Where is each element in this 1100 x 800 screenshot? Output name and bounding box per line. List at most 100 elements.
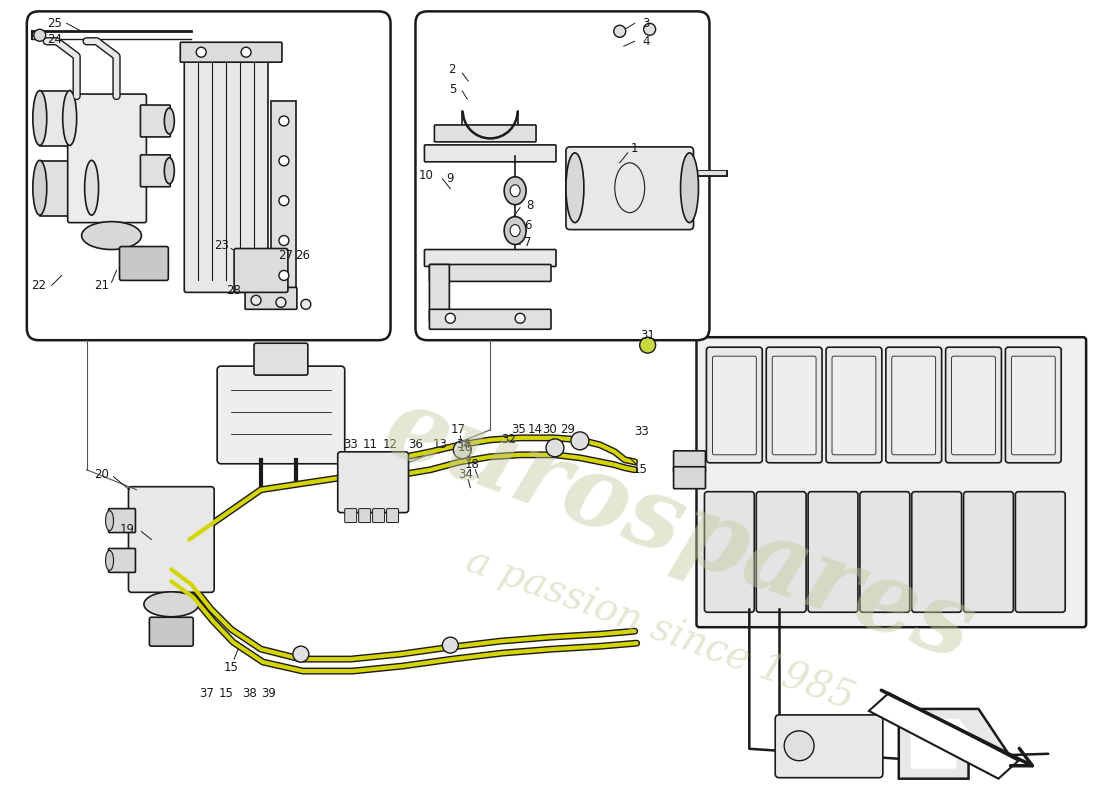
Text: 21: 21 [95,279,109,292]
FancyBboxPatch shape [1015,492,1065,612]
Text: 2: 2 [449,62,456,76]
Circle shape [644,23,656,35]
FancyBboxPatch shape [373,509,385,522]
Text: 16: 16 [458,442,473,454]
FancyBboxPatch shape [26,11,390,340]
FancyBboxPatch shape [344,509,356,522]
FancyBboxPatch shape [254,343,308,375]
Ellipse shape [504,177,526,205]
FancyBboxPatch shape [706,347,762,462]
Circle shape [442,637,459,653]
Text: 33: 33 [635,426,649,438]
Circle shape [279,116,289,126]
Ellipse shape [81,222,142,250]
FancyBboxPatch shape [696,338,1086,627]
FancyBboxPatch shape [886,347,942,462]
Text: 19: 19 [120,523,135,536]
Ellipse shape [85,160,99,215]
Text: 14: 14 [528,423,542,436]
Text: eurospares: eurospares [372,378,987,681]
Ellipse shape [106,550,113,570]
Ellipse shape [33,160,47,215]
FancyBboxPatch shape [757,492,806,612]
Polygon shape [869,693,1019,778]
Circle shape [279,235,289,246]
Text: 25: 25 [47,17,63,30]
Text: 13: 13 [433,438,448,451]
FancyBboxPatch shape [767,347,822,462]
Text: 24: 24 [47,33,63,46]
Text: 3: 3 [642,17,649,30]
FancyBboxPatch shape [429,265,551,282]
Text: 17: 17 [451,423,465,436]
FancyBboxPatch shape [416,11,710,340]
FancyBboxPatch shape [234,249,288,292]
FancyBboxPatch shape [964,492,1013,612]
Text: 26: 26 [296,249,310,262]
Ellipse shape [510,225,520,237]
Circle shape [293,646,309,662]
Circle shape [446,314,455,323]
Ellipse shape [164,158,174,184]
FancyBboxPatch shape [892,356,936,455]
Polygon shape [40,91,69,146]
Text: 34: 34 [455,438,471,451]
Circle shape [241,47,251,57]
Circle shape [279,196,289,206]
Text: 15: 15 [219,687,233,701]
Text: 11: 11 [363,438,378,451]
Text: 10: 10 [419,170,433,182]
Ellipse shape [144,592,199,617]
Ellipse shape [33,90,47,146]
Text: 9: 9 [447,172,454,186]
Text: 35: 35 [510,423,526,436]
Ellipse shape [63,90,77,146]
Text: 34: 34 [458,468,473,482]
FancyBboxPatch shape [109,509,135,533]
Circle shape [279,270,289,281]
FancyBboxPatch shape [826,347,882,462]
Text: 5: 5 [449,82,456,95]
FancyBboxPatch shape [912,492,961,612]
Ellipse shape [681,153,698,222]
Text: 23: 23 [213,239,229,252]
FancyBboxPatch shape [68,94,146,222]
Circle shape [571,432,588,450]
FancyBboxPatch shape [713,356,757,455]
FancyBboxPatch shape [776,715,883,778]
FancyBboxPatch shape [359,509,371,522]
Text: 12: 12 [383,438,398,451]
Text: a passion since 1985: a passion since 1985 [461,542,859,717]
FancyBboxPatch shape [434,125,536,142]
FancyBboxPatch shape [245,287,297,310]
FancyBboxPatch shape [429,265,450,322]
Text: 4: 4 [642,34,649,48]
Circle shape [279,156,289,166]
Text: 18: 18 [465,458,480,471]
Text: 1: 1 [631,142,638,155]
Text: 22: 22 [31,279,46,292]
Circle shape [546,439,564,457]
Text: 7: 7 [525,236,531,249]
Polygon shape [40,161,91,216]
Circle shape [515,314,525,323]
FancyBboxPatch shape [946,347,1001,462]
Circle shape [614,26,626,38]
Text: 15: 15 [632,463,647,476]
FancyBboxPatch shape [1011,356,1055,455]
FancyBboxPatch shape [185,50,268,292]
Text: 28: 28 [226,284,241,297]
Circle shape [276,298,286,307]
FancyBboxPatch shape [129,486,214,592]
Text: 8: 8 [527,199,534,212]
Circle shape [453,441,471,458]
FancyBboxPatch shape [832,356,876,455]
Circle shape [784,731,814,761]
Circle shape [34,30,46,42]
FancyBboxPatch shape [860,492,910,612]
Ellipse shape [164,108,174,134]
FancyBboxPatch shape [704,492,755,612]
FancyBboxPatch shape [565,147,693,230]
FancyBboxPatch shape [425,145,556,162]
Text: 15: 15 [223,661,239,674]
